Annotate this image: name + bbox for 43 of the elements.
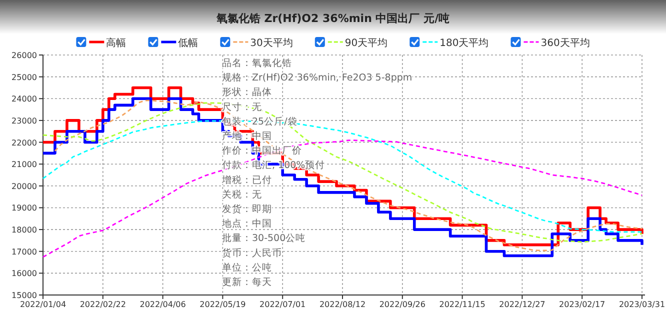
x-tick-label: 2022/04/06 [140, 300, 186, 309]
annotation: 更新：每天 [222, 276, 272, 288]
y-tick-label: 26000 [12, 51, 37, 60]
x-tick-label: 2022/09/26 [379, 300, 426, 309]
y-tick-label: 17000 [12, 247, 37, 256]
x-tick-label: 2022/01/04 [20, 300, 66, 309]
annotation: 货币：人民币 [222, 246, 282, 259]
y-tick-label: 25000 [12, 72, 37, 82]
annotation: 作价：中国出厂价 [221, 144, 302, 157]
x-tick-label: 2022/08/12 [319, 300, 366, 309]
annotation: 增税：已付 [221, 174, 272, 186]
y-tick-label: 24000 [12, 94, 37, 104]
y-tick-label: 15000 [12, 291, 37, 300]
legend-label: 低幅 [178, 37, 198, 49]
chart-title: 氧氯化锆 Zr(Hf)O2 36%min 中国出厂 元/吨 [215, 12, 450, 25]
legend-label: 90天平均 [344, 37, 388, 49]
x-tick-label: 2023/03/31 [618, 300, 666, 309]
x-tick-label: 2023/02/17 [559, 300, 606, 309]
x-tick-label: 2022/02/22 [80, 300, 126, 309]
x-tick-label: 2022/11/15 [439, 300, 486, 309]
annotation: 地点：中国 [221, 218, 272, 230]
y-tick-label: 22000 [12, 138, 37, 148]
y-tick-label: 16000 [12, 269, 37, 278]
annotation: 发货：即期 [222, 203, 272, 215]
x-tick-label: 2022/12/27 [499, 300, 546, 309]
y-tick-label: 21000 [12, 160, 37, 170]
legend-label: 180天平均 [440, 37, 489, 49]
legend-label: 高幅 [106, 37, 126, 49]
line-series [42, 140, 643, 258]
annotation: 规格：Zr(Hf)O2 36%min, Fe2O3 5-8ppm [222, 72, 412, 84]
y-tick-label: 19000 [12, 204, 37, 213]
annotation: 批量：30-500公吨 [222, 232, 306, 244]
x-tick-label: 2022/07/01 [260, 300, 306, 309]
legend-label: 360天平均 [540, 37, 590, 49]
annotation: 形状：晶体 [222, 86, 272, 98]
annotation: 品名：氧氯化锆 [222, 57, 292, 69]
annotation: 单位：公吨 [222, 261, 272, 274]
y-tick-label: 20000 [12, 182, 37, 191]
legend-label: 30天平均 [250, 37, 293, 49]
y-tick-label: 18000 [12, 226, 37, 235]
annotation: 关税：无 [222, 188, 262, 200]
x-tick-label: 2022/05/19 [200, 300, 246, 309]
y-tick-label: 23000 [12, 116, 37, 126]
